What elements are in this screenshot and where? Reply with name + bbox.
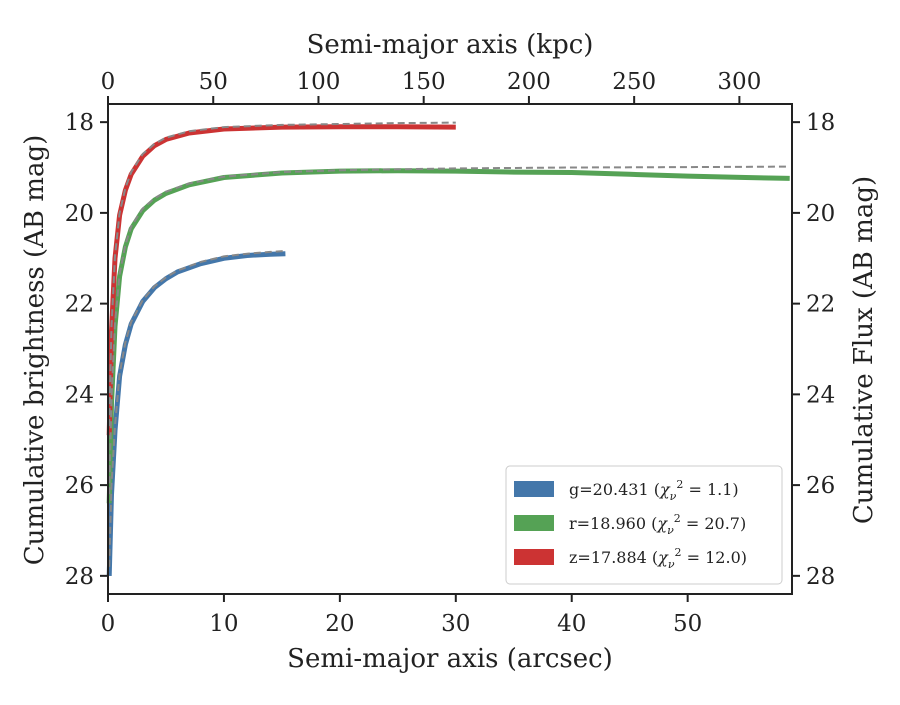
- plot-frame: [107, 103, 793, 595]
- y-right-tick-label: 24: [806, 382, 835, 408]
- x-bottom-tick-label: 10: [209, 611, 238, 637]
- y-left-tick-label: 18: [65, 110, 94, 136]
- y-left-tick-label: 26: [65, 473, 94, 499]
- legend-swatch-1: [514, 515, 554, 531]
- y-right-tick-label: 18: [806, 110, 835, 136]
- x-top-tick-label: 200: [507, 69, 551, 95]
- x-top-tick-label: 250: [612, 69, 656, 95]
- legend-label-0: g=20.431 (χν2 = 1.1): [569, 478, 739, 503]
- x-top-tick-label: 0: [101, 69, 116, 95]
- y-right-tick-label: 20: [806, 201, 835, 227]
- legend-label-2: z=17.884 (χν2 = 12.0): [569, 546, 747, 571]
- y-left-tick-label: 24: [65, 382, 94, 408]
- y-right-tick-label: 28: [806, 564, 835, 590]
- series-layer: [106, 121, 790, 576]
- series-line-1: [106, 168, 790, 504]
- legend-box: [505, 465, 783, 585]
- axes-layer: 0 10 20 30 40 50 0 50 100 150 200 250 300 18 20 22 24 26 2…: [65, 69, 836, 637]
- x-top-tick-label: 100: [297, 69, 341, 95]
- legend-swatch-0: [514, 481, 554, 497]
- legend: g=20.431 (χν2 = 1.1) r=18.960 (χν2 = 20.7…: [505, 465, 783, 585]
- x-bottom-tick-label: 50: [673, 611, 702, 637]
- x-top-tick-label: 50: [199, 69, 228, 95]
- x-bottom-tick-label: 20: [325, 611, 354, 637]
- model-line-0: [108, 250, 286, 567]
- x-top-axis-title: Semi-major axis (kpc): [307, 30, 594, 60]
- y-left-axis-title: Cumulative brightness (AB mag): [20, 135, 50, 566]
- x-bottom-axis-title: Semi-major axis (arcsec): [287, 644, 613, 674]
- x-top-tick-label: 300: [717, 69, 761, 95]
- x-top-tick-label: 150: [402, 69, 446, 95]
- x-bottom-tick-label: 0: [101, 611, 116, 637]
- y-right-axis-title: Cumulative Flux (AB mag): [849, 176, 879, 524]
- model-line-2: [108, 121, 456, 427]
- x-bottom-tick-label: 30: [441, 611, 470, 637]
- y-right-tick-label: 26: [806, 473, 835, 499]
- series-line-0: [106, 251, 286, 576]
- legend-swatch-2: [514, 549, 554, 565]
- model-line-1: [108, 165, 790, 495]
- y-left-tick-label: 22: [65, 292, 94, 318]
- y-right-tick-label: 22: [806, 292, 835, 318]
- y-left-tick-label: 28: [65, 564, 94, 590]
- legend-label-1: r=18.960 (χν2 = 20.7): [569, 512, 746, 537]
- x-bottom-tick-label: 40: [557, 611, 586, 637]
- y-left-tick-label: 20: [65, 201, 94, 227]
